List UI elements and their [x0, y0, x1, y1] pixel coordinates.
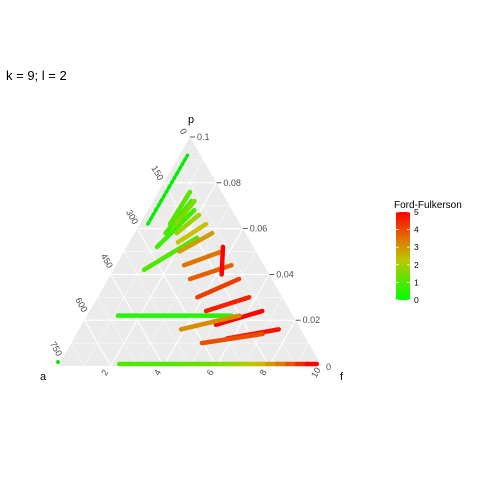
grid-line [83, 319, 112, 367]
data-point [56, 360, 60, 364]
data-segment [173, 198, 197, 227]
data-points [167, 171, 179, 190]
data-points [159, 185, 171, 203]
tick-label-p: 0.04 [276, 269, 294, 279]
tick-label-a: 450 [99, 252, 115, 270]
legend-label: 1 [414, 277, 419, 287]
legend-label: 5 [414, 207, 419, 217]
tick-label-f: 8 [258, 368, 269, 377]
data-segment [203, 295, 252, 314]
data-segment [167, 189, 193, 227]
data-segment [195, 276, 242, 300]
tick-label-a-zero: 0 [178, 127, 189, 136]
data-segment [163, 198, 194, 236]
data-segment [187, 262, 234, 282]
axis-label-f: f [340, 371, 344, 383]
chart-title: k = 9; l = 2 [6, 68, 67, 83]
tick-label-a: 750 [48, 340, 64, 358]
tick-label-p: 0.08 [223, 178, 241, 188]
data-segment [219, 244, 226, 277]
data-segment [175, 221, 209, 245]
legend-colorbar [396, 212, 410, 300]
grid-line [189, 251, 257, 367]
axis-label-a: a [40, 371, 47, 383]
grid-line [123, 251, 191, 367]
data-segment [154, 208, 197, 250]
plot-area: p a f 0.1 0.08 0.06 0.04 0.02 0 150 300 450 600 750 0 2… [40, 114, 344, 383]
grid-line [268, 319, 297, 367]
legend: Ford-Fulkerson 0 1 2 3 4 5 [394, 200, 462, 305]
tick-label-f: 10 [309, 366, 323, 380]
tick-label-a: 150 [149, 164, 165, 182]
tick-label-p: 0.1 [197, 132, 210, 142]
legend-label: 4 [414, 225, 419, 235]
tick-label-p: 0.06 [250, 224, 268, 234]
data-points [175, 153, 190, 176]
tick-label-f: 4 [152, 368, 163, 377]
tick-label-p: 0.02 [303, 315, 321, 325]
data-segment [174, 212, 202, 236]
grid [70, 159, 310, 367]
tick-label-f: 6 [205, 368, 216, 377]
legend-title: Ford-Fulkerson [394, 200, 462, 211]
legend-label: 0 [414, 295, 419, 305]
data-segment [177, 230, 215, 254]
data-segment [181, 249, 224, 268]
grid-line [70, 342, 85, 367]
legend-label: 2 [414, 260, 419, 270]
data-segment [199, 331, 265, 346]
grid-line [215, 274, 270, 367]
tick-label-p-zero: 0 [326, 362, 331, 372]
data-points [146, 208, 158, 226]
legend-label: 3 [414, 242, 419, 252]
grid-line [97, 297, 138, 367]
grid-line [84, 159, 204, 367]
data-segment [178, 313, 242, 332]
tick-label-f: 2 [99, 368, 110, 377]
axis-label-p: p [188, 114, 194, 126]
tick-label-a: 600 [73, 296, 89, 314]
grid-line [110, 274, 165, 367]
data-points [154, 199, 163, 213]
tick-label-a: 300 [124, 208, 140, 226]
data-segment [141, 235, 200, 273]
